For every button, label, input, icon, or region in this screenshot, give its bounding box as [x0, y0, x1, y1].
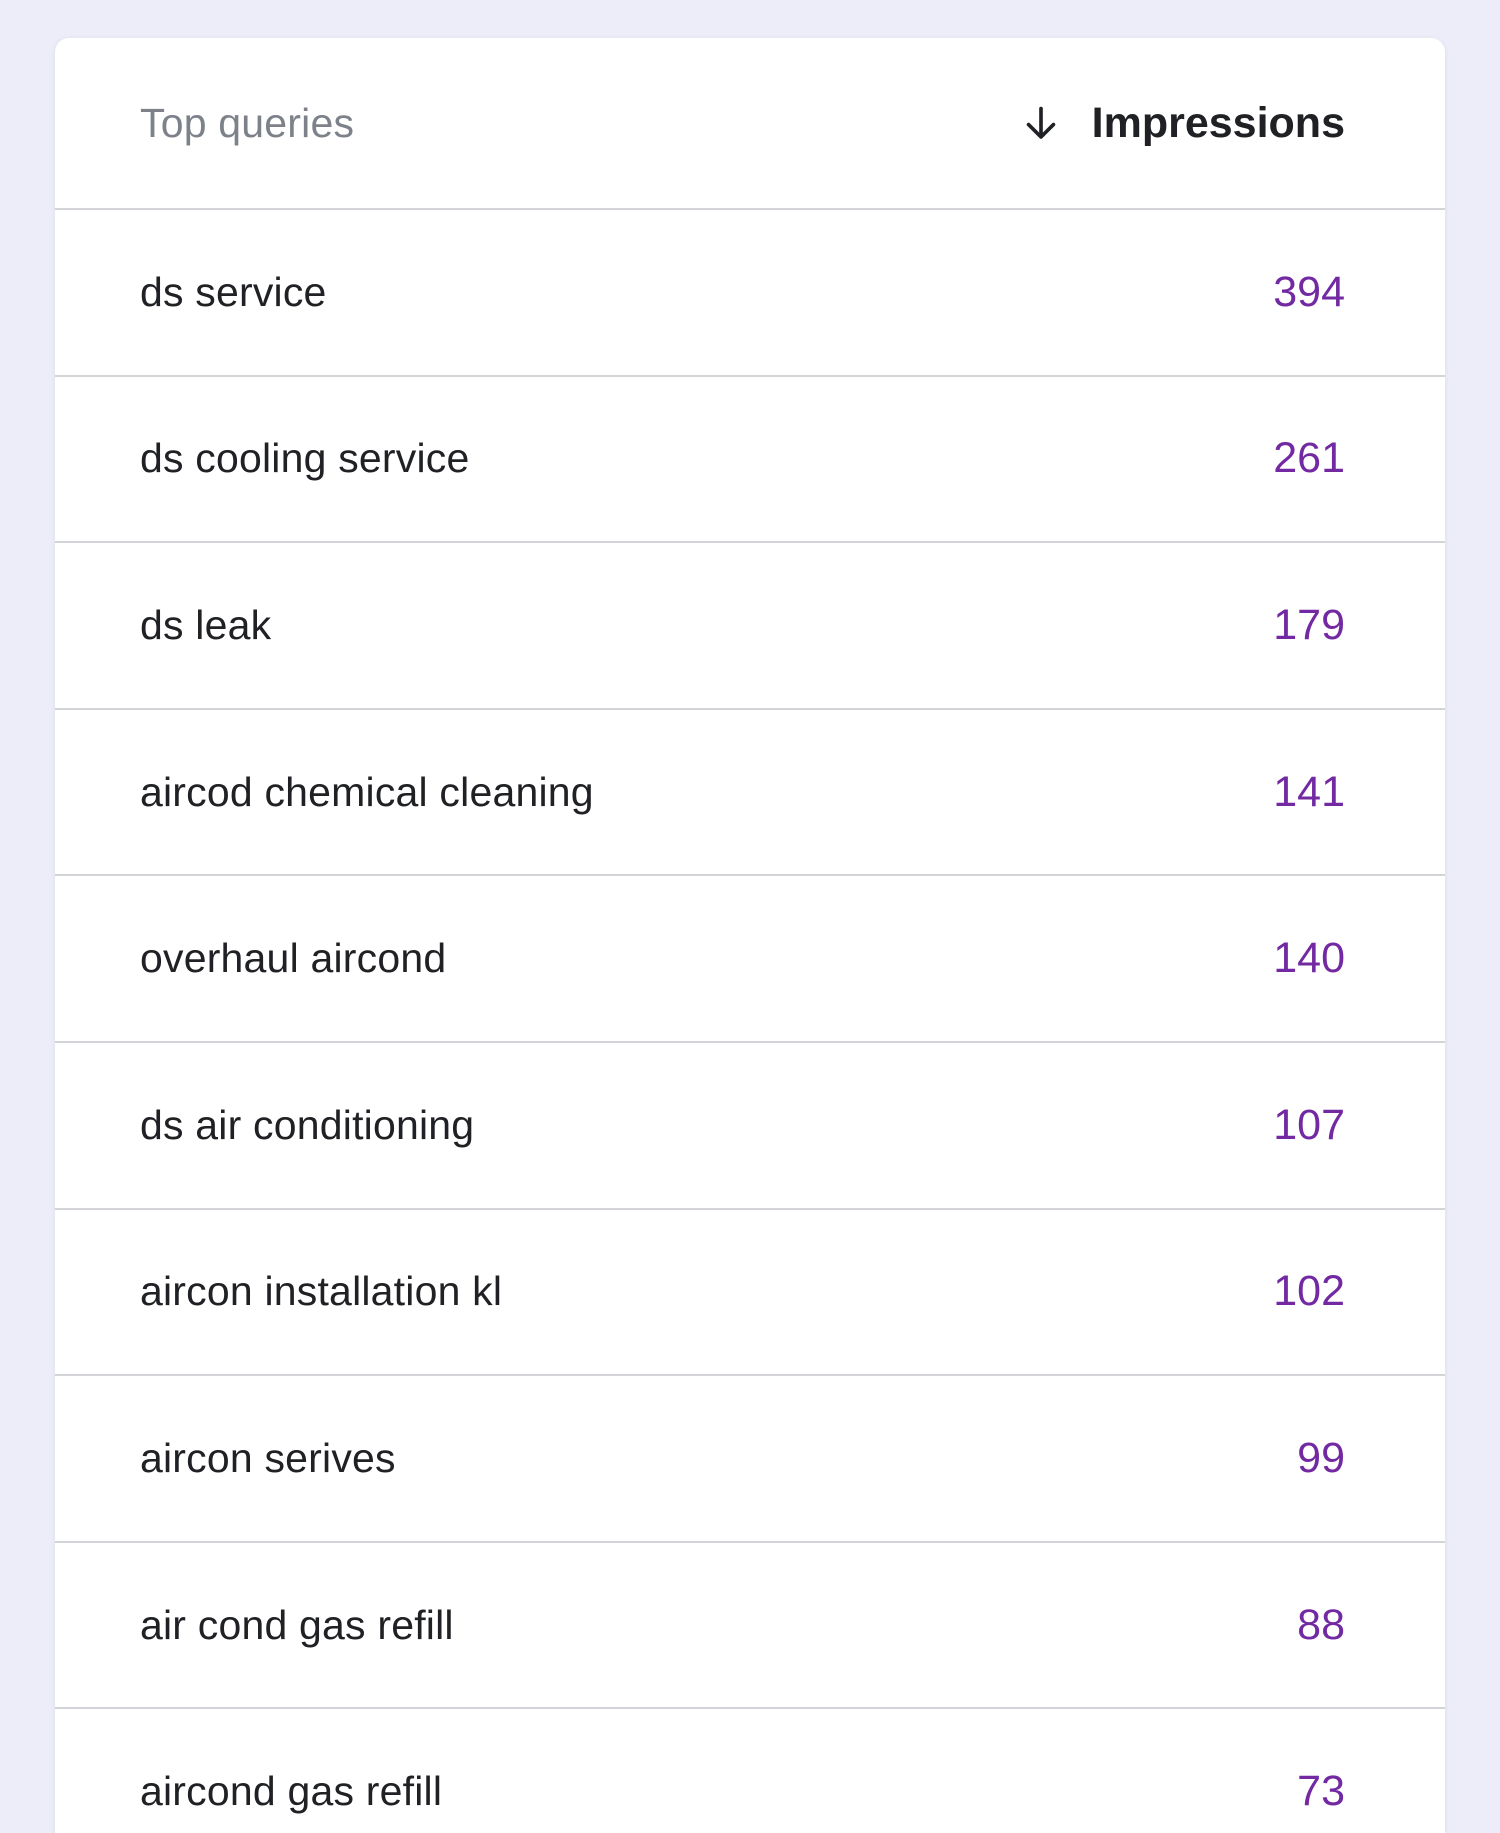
query-cell: ds leak [140, 601, 272, 648]
arrow-downward-icon [1018, 100, 1064, 146]
column-header-impressions-label: Impressions [1091, 98, 1345, 147]
top-queries-card: Top queries Impressions ds service 394 d… [55, 38, 1445, 1833]
query-cell: aircod chemical cleaning [140, 768, 594, 815]
table-row[interactable]: air cond gas refill 88 [55, 1540, 1445, 1708]
query-cell: overhaul aircond [140, 935, 447, 982]
table-header: Top queries Impressions [55, 38, 1445, 208]
impressions-cell: 140 [1273, 934, 1345, 983]
impressions-cell: 73 [1297, 1767, 1345, 1816]
table-row[interactable]: aircon installation kl 102 [55, 1207, 1445, 1375]
query-cell: air cond gas refill [140, 1601, 454, 1648]
impressions-cell: 179 [1273, 600, 1345, 649]
impressions-cell: 261 [1273, 434, 1345, 483]
table-row[interactable]: overhaul aircond 140 [55, 874, 1445, 1041]
impressions-cell: 107 [1273, 1100, 1345, 1149]
impressions-cell: 394 [1273, 267, 1345, 316]
impressions-cell: 141 [1273, 767, 1345, 816]
column-header-top-queries: Top queries [140, 99, 355, 146]
query-cell: aircon serives [140, 1434, 396, 1481]
table-row[interactable]: aircond gas refill 73 [55, 1707, 1445, 1833]
impressions-cell: 88 [1297, 1600, 1345, 1649]
column-header-impressions[interactable]: Impressions [1018, 99, 1345, 148]
query-cell: ds cooling service [140, 435, 470, 482]
impressions-cell: 99 [1297, 1433, 1345, 1482]
table-row[interactable]: ds leak 179 [55, 541, 1445, 708]
table-row[interactable]: ds service 394 [55, 208, 1445, 375]
query-cell: aircond gas refill [140, 1768, 443, 1815]
query-cell: aircon installation kl [140, 1268, 503, 1315]
table-row[interactable]: ds air conditioning 107 [55, 1040, 1445, 1208]
query-cell: ds service [140, 268, 327, 315]
table-row[interactable]: aircod chemical cleaning 141 [55, 707, 1445, 875]
table-row[interactable]: aircon serives 99 [55, 1374, 1445, 1541]
query-cell: ds air conditioning [140, 1101, 475, 1148]
impressions-cell: 102 [1273, 1267, 1345, 1316]
table-row[interactable]: ds cooling service 261 [55, 374, 1445, 542]
